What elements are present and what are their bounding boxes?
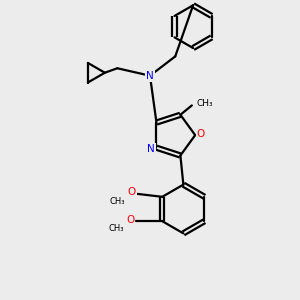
Text: O: O (126, 215, 135, 225)
Text: CH₃: CH₃ (110, 197, 125, 206)
Text: CH₃: CH₃ (196, 99, 213, 108)
Text: N: N (147, 144, 155, 154)
Text: N: N (146, 71, 154, 81)
Text: O: O (196, 129, 205, 139)
Text: O: O (128, 187, 136, 197)
Text: CH₃: CH₃ (108, 224, 124, 233)
